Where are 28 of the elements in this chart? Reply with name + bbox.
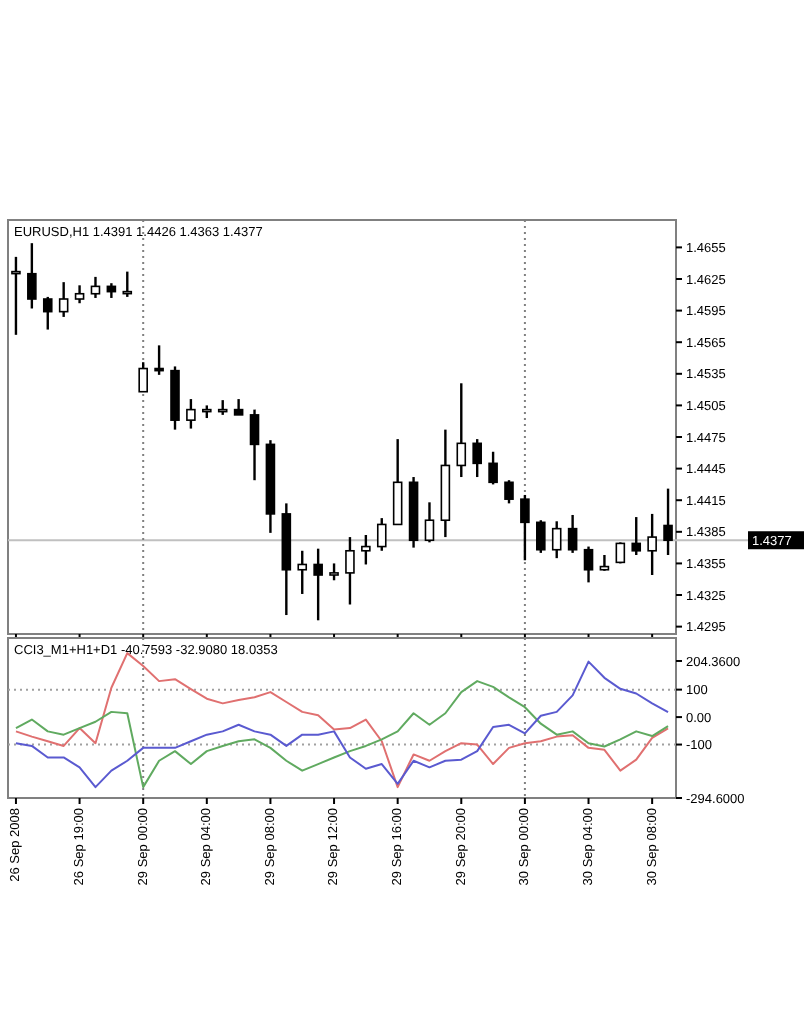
- line-series: [14, 680, 670, 789]
- candlestick: [297, 549, 308, 596]
- candlestick: [361, 533, 371, 566]
- candlestick: [504, 479, 514, 505]
- candlestick: [186, 397, 196, 430]
- candlestick: [647, 512, 657, 577]
- candlestick: [392, 437, 403, 526]
- candlestick: [122, 270, 133, 299]
- candlestick: [58, 280, 69, 319]
- candlestick: [154, 344, 164, 377]
- candlestick: [583, 545, 594, 584]
- candlestick: [551, 520, 562, 560]
- candlestick: [424, 501, 435, 544]
- candlestick: [472, 437, 482, 479]
- candlestick: [376, 516, 387, 552]
- candlestick: [567, 513, 578, 555]
- candlestick: [27, 241, 37, 310]
- candlestick: [138, 361, 148, 393]
- candlestick: [42, 295, 53, 331]
- candlestick: [488, 450, 498, 486]
- candlestick: [345, 535, 355, 606]
- candlestick: [313, 547, 323, 622]
- candlestick: [456, 382, 467, 479]
- candlestick: [249, 408, 260, 482]
- candlestick: [90, 275, 101, 300]
- candlestick: [520, 493, 530, 562]
- candlestick: [631, 515, 642, 557]
- candlestick: [536, 519, 546, 555]
